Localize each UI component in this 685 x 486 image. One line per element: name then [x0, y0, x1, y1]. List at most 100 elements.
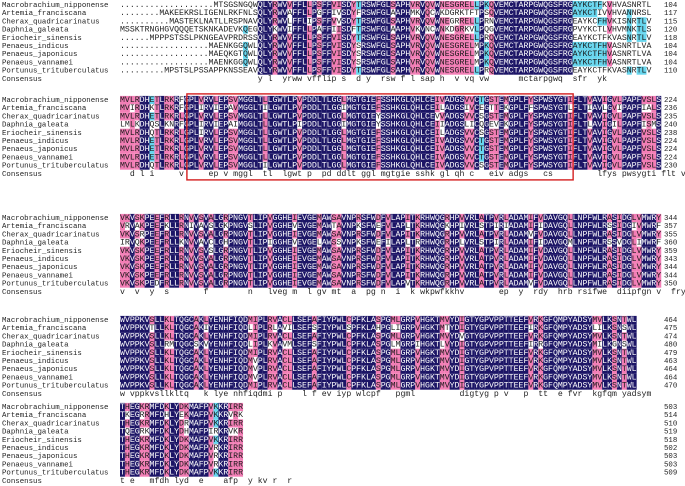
residue: L: [474, 34, 479, 43]
residue: Y: [268, 42, 273, 51]
residue-cell: [316, 17, 322, 26]
residue: V: [494, 34, 499, 43]
residue: V: [410, 18, 415, 27]
residue-cell: [346, 33, 352, 42]
residue: V: [410, 26, 415, 35]
residue: F: [292, 34, 297, 43]
residue: R: [563, 34, 568, 43]
residue: P: [479, 34, 484, 43]
residue: .: [159, 1, 164, 10]
residue-cell: [508, 41, 514, 51]
residue-cell: [577, 41, 583, 51]
residue: L: [223, 9, 228, 18]
residue: F: [356, 9, 361, 18]
residue: M: [504, 42, 509, 51]
residue-cell: [567, 33, 573, 42]
residue: P: [400, 18, 405, 27]
residue-cell: [302, 50, 308, 59]
residue: F: [297, 42, 302, 51]
residue: E: [499, 26, 504, 35]
residue: G: [455, 34, 460, 43]
residue-cell: [375, 9, 381, 18]
residue: S: [341, 42, 346, 51]
residue-cell: [523, 41, 529, 51]
residue: .: [154, 1, 159, 10]
residue: Q: [543, 18, 548, 27]
residue: V: [607, 9, 612, 18]
residue-cell: [306, 50, 312, 59]
residue: I: [332, 9, 337, 18]
residue: L: [307, 26, 312, 35]
residue: M: [622, 26, 627, 35]
residue-cell: [331, 33, 337, 42]
residue: T: [597, 26, 602, 35]
residue: Y: [268, 34, 273, 43]
residue: .: [209, 1, 214, 10]
residue-cell: [533, 9, 539, 18]
residue: L: [263, 34, 268, 43]
residue: L: [302, 42, 307, 51]
residue: T: [356, 18, 361, 27]
residue: F: [297, 34, 302, 43]
residue-cell: [287, 0, 293, 10]
residue: G: [568, 9, 573, 18]
residue: V: [420, 9, 425, 18]
residue: V: [410, 42, 415, 51]
residue: C: [587, 42, 592, 51]
residue: Q: [184, 26, 189, 35]
residue-cell: [469, 33, 475, 42]
residue: F: [376, 42, 381, 51]
residue: C: [509, 9, 514, 18]
residue-cell: [336, 41, 342, 51]
residue-cell: [464, 0, 470, 10]
end-position: 120: [664, 27, 677, 35]
residue: A: [519, 34, 524, 43]
residue-cell: [380, 0, 386, 10]
end-position: 235: [664, 113, 677, 121]
residue: T: [218, 1, 223, 10]
species-name: Eriocheir_sinensis: [2, 248, 82, 256]
residue: R: [563, 26, 568, 35]
residue: V: [494, 18, 499, 27]
residue: P: [400, 1, 405, 10]
residue-cell: [489, 33, 494, 42]
residue: K: [440, 9, 445, 18]
residue-cell: [311, 0, 317, 10]
residue: K: [169, 9, 174, 18]
residue: C: [592, 26, 597, 35]
residue: N: [440, 18, 445, 27]
residue: V: [646, 34, 651, 43]
residue-cell: [326, 50, 332, 59]
residue-cell: [262, 17, 268, 26]
residue: F: [558, 1, 563, 10]
residue: A: [519, 26, 524, 35]
residue-cell: [567, 25, 573, 34]
residue: W: [277, 42, 282, 51]
residue: .: [164, 18, 169, 27]
residue: S: [622, 34, 627, 43]
residue: S: [317, 18, 322, 27]
residue: C: [509, 42, 514, 51]
end-position: 236: [664, 105, 677, 113]
residue-cell: [543, 9, 549, 18]
residue: G: [317, 9, 322, 18]
residue-cell: [267, 9, 273, 18]
residue: V: [469, 26, 474, 35]
residue: K: [587, 34, 592, 43]
residue: K: [464, 26, 469, 35]
residue: Y: [268, 18, 273, 27]
residue: V: [336, 18, 341, 27]
residue: .: [179, 1, 184, 10]
residue-cell: [282, 50, 288, 59]
residue: Q: [543, 1, 548, 10]
residue-cell: [331, 50, 337, 59]
residue-cell: [415, 41, 421, 51]
residue: F: [238, 9, 243, 18]
residue: R: [523, 9, 528, 18]
residue: T: [514, 1, 519, 10]
residue-cell: [552, 33, 558, 42]
residue: S: [553, 18, 558, 27]
residue: T: [194, 26, 199, 35]
residue: F: [558, 18, 563, 27]
residue-cell: [272, 9, 278, 18]
